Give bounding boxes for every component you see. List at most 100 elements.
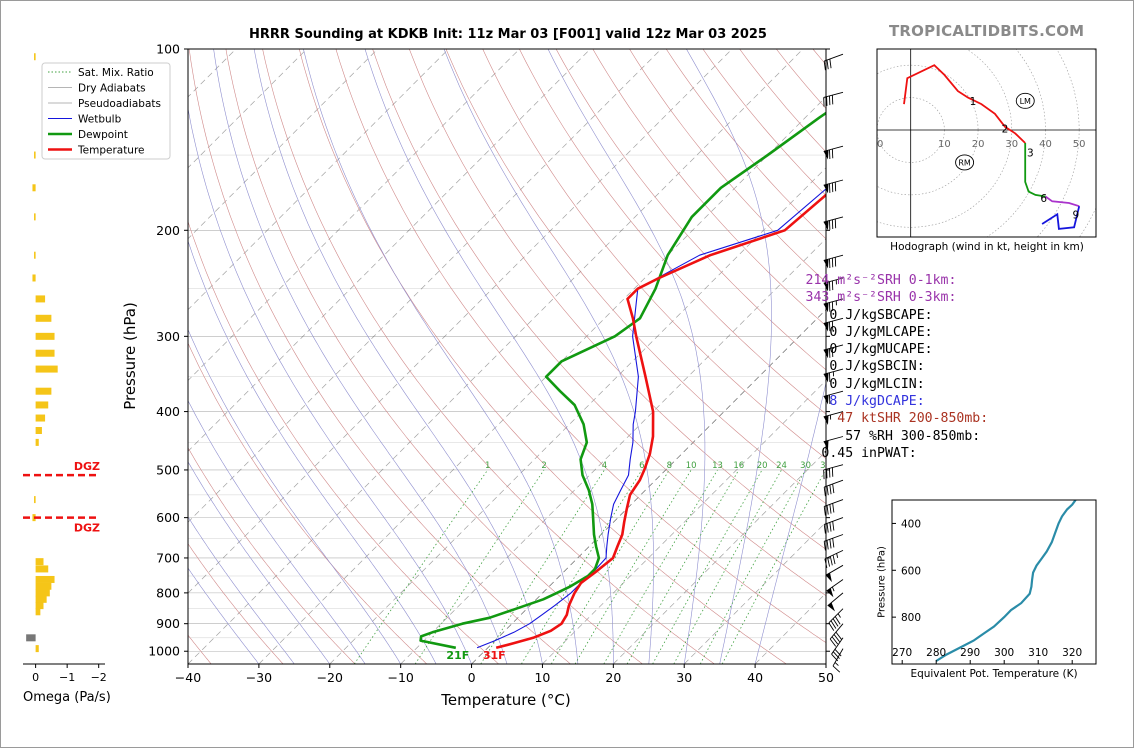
pseudo-adiabat [188, 240, 437, 664]
dry-adiabat [408, 49, 826, 550]
skewt-inner: 1 2 4 6 8 10 13 16 20 24 30 36 [188, 49, 831, 664]
wind-barb-staff [823, 179, 844, 186]
wind-barb-full [823, 506, 826, 516]
legend-entry: Pseudoadiabats [78, 98, 161, 110]
isotherm [188, 49, 308, 169]
omega-bar [35, 349, 55, 357]
isotherm [188, 49, 733, 594]
omega-panel: 0 −1 −2 DGZ DGZ [23, 53, 107, 684]
storm-motion-marker [955, 154, 975, 171]
mixing-ratio-label: 8 [667, 461, 672, 471]
wind-barb-full [832, 665, 841, 673]
wind-barb-staff [823, 145, 844, 152]
dgz-label: DGZ [74, 522, 100, 535]
wind-barb-flag [823, 220, 829, 231]
mixing-ratio-line [603, 469, 718, 664]
wind-barb [823, 254, 844, 269]
omega-bar [35, 414, 46, 422]
omega-bar [35, 608, 41, 616]
wind-barb [829, 623, 844, 647]
wind-barb-flag [823, 440, 829, 450]
mixing-ratio-label: 24 [776, 461, 787, 471]
omega-bar [35, 575, 55, 583]
wind-barb-flag [823, 348, 829, 359]
mixing-ratio-line [699, 469, 806, 664]
dry-adiabat [519, 49, 826, 415]
wind-barb [823, 344, 844, 359]
pseudo-adiabat [188, 567, 260, 664]
param-label: MLCIN: [877, 376, 925, 392]
omega-bar [35, 589, 50, 597]
omega-bar [35, 438, 39, 446]
dgz-label: DGZ [74, 460, 100, 473]
wind-barb [826, 579, 844, 598]
ept-x-tick-label: 280 [926, 647, 946, 659]
omega-tick-label: −1 [59, 671, 75, 684]
y-tick-label: 800 [156, 585, 180, 600]
hodograph: 10 10 20 30 40 50 1 2 3 6 9 LM RM [876, 48, 1097, 238]
wind-barb [823, 145, 844, 160]
isotherm [400, 238, 826, 664]
brand-watermark: TROPICALTIDBITS.COM [889, 22, 1085, 40]
hodo-height-label: 2 [1002, 123, 1009, 135]
wind-barb [831, 637, 844, 662]
wind-barb-flag [823, 183, 829, 194]
hodo-height-label: 1 [970, 96, 977, 108]
dry-adiabat [555, 49, 826, 371]
wind-barb-staff [823, 436, 844, 443]
param-label: RH 300-850mb: [877, 428, 981, 444]
mixing-ratio-label: 6 [639, 461, 644, 471]
hodo-trace [1024, 143, 1046, 198]
wind-barb-flag [825, 572, 832, 583]
param-label: MUCAPE: [877, 342, 933, 358]
legend-entry: Dewpoint [78, 129, 128, 141]
wind-barb-flag [826, 588, 834, 598]
skewt-x-axis-label: Temperature (°C) [441, 691, 571, 709]
wind-barb-full [824, 558, 828, 568]
omega-axis-label: Omega (Pa/s) [23, 690, 111, 705]
ept-x-tick-label: 310 [1028, 647, 1048, 659]
wind-barb-staff [824, 479, 844, 488]
mixing-ratio-label: 36 [820, 461, 831, 471]
mixing-ratio-label: 4 [602, 461, 607, 471]
pseudo-adiabat [188, 516, 295, 664]
wind-barb [823, 179, 844, 194]
wind-barb [823, 517, 844, 534]
wind-barb [827, 592, 844, 612]
wind-barb-staff [823, 91, 844, 98]
ept-y-axis-label: Pressure (hPa) [876, 546, 888, 618]
pseudo-adiabat [547, 49, 706, 664]
param-label: SBCAPE: [877, 307, 933, 323]
wind-barb-full [823, 60, 826, 71]
storm-motion-label: LM [1020, 97, 1031, 106]
omega-bar [35, 365, 58, 373]
pseudo-adiabat [213, 49, 508, 664]
hodo-trace [1041, 205, 1081, 230]
param-label: SHR 200-850mb: [877, 411, 989, 427]
omega-bar [35, 645, 39, 653]
wind-barb-staff [823, 254, 844, 261]
y-tick-label: 900 [156, 616, 180, 631]
x-tick-label: 10 [534, 670, 550, 685]
hodo-height-label: 3 [1027, 148, 1034, 160]
param-value: 0 J/kg [829, 342, 877, 358]
wind-barb-full [832, 618, 839, 627]
hodograph-caption: Hodograph (wind in kt, height in km) [890, 241, 1084, 253]
mixing-ratio-label: 20 [757, 461, 768, 471]
wind-barb-staff [823, 464, 844, 471]
pseudo-adiabat [364, 49, 614, 664]
omega-bar [34, 213, 36, 221]
isotherm [258, 96, 826, 664]
isotherm [188, 49, 591, 452]
wind-barb-flag [823, 150, 829, 160]
mixing-ratio-label: 2 [541, 461, 546, 471]
x-tick-label: 40 [747, 670, 763, 685]
ept-y-tick-label: 800 [901, 612, 921, 624]
wind-barb-full [829, 556, 833, 566]
wind-barb-half [834, 662, 839, 666]
wind-barb-full [834, 648, 842, 657]
wind-barb-full [829, 504, 832, 514]
mixing-ratio-line [721, 469, 826, 664]
omega-bar [35, 426, 42, 434]
wind-barb-full [832, 651, 840, 659]
